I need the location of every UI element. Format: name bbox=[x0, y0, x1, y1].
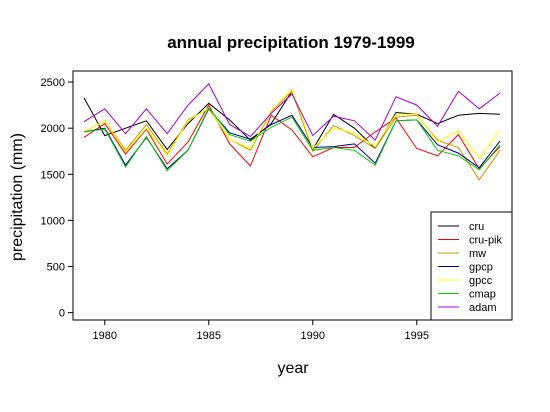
legend-label-gpcc: gpcc bbox=[469, 275, 493, 287]
y-tick-label: 1500 bbox=[41, 169, 65, 181]
series-line-gpcc bbox=[83, 88, 501, 160]
y-tick-label: 0 bbox=[59, 308, 65, 320]
series-line-mw bbox=[83, 90, 501, 181]
plot-area: 0 500 1000 1500 2000 2500 1980 1985 1990 1995 bbox=[41, 70, 513, 342]
y-axis-label: precipitation (mm) bbox=[9, 133, 26, 261]
y-tick-label: 1000 bbox=[41, 215, 65, 227]
series-line-cmap bbox=[83, 106, 501, 172]
plot-frame bbox=[72, 70, 513, 321]
y-tick-label: 500 bbox=[47, 262, 65, 274]
x-axis-label: year bbox=[277, 360, 309, 377]
legend-label-gpcp: gpcp bbox=[469, 262, 493, 274]
legend-label-mw: mw bbox=[469, 248, 486, 260]
x-tick-label: 1995 bbox=[405, 330, 429, 342]
x-tick-label: 1985 bbox=[197, 330, 221, 342]
x-tick-label: 1990 bbox=[301, 330, 325, 342]
legend-label-adam: adam bbox=[469, 302, 497, 314]
series-line-cru-pik bbox=[83, 104, 501, 170]
y-tick-label: 2500 bbox=[41, 77, 65, 89]
y-tick-label: 2000 bbox=[41, 123, 65, 135]
legend-label-cmap: cmap bbox=[469, 289, 496, 301]
chart-title: annual precipitation 1979-1999 bbox=[167, 33, 415, 52]
legend-label-cru-pik: cru-pik bbox=[469, 235, 503, 247]
series-line-adam bbox=[83, 83, 501, 142]
x-tick-label: 1980 bbox=[93, 330, 117, 342]
legend-box bbox=[430, 211, 513, 321]
legend-label-cru: cru bbox=[469, 221, 484, 233]
